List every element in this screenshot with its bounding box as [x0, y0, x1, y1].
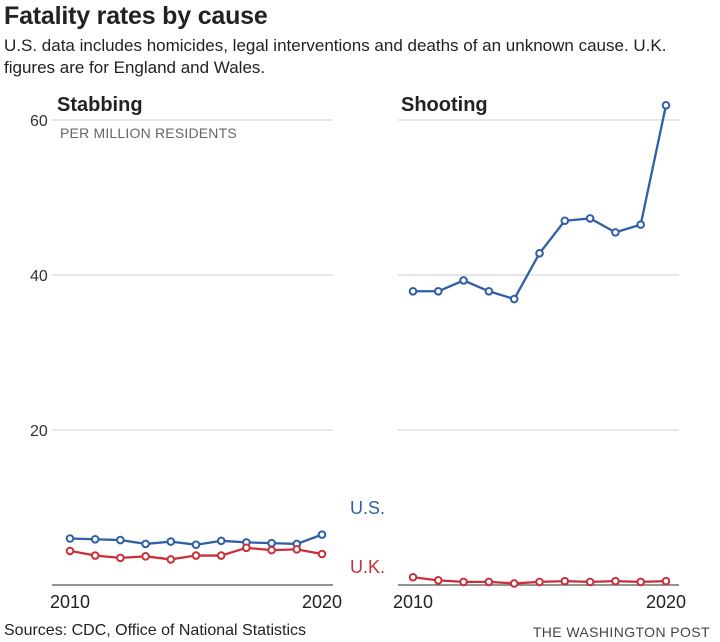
x-tick-label: 2020 — [646, 592, 686, 612]
data-point — [65, 546, 75, 556]
data-point — [535, 249, 544, 258]
data-point — [216, 551, 226, 560]
data-point — [661, 576, 671, 586]
y-tick-label: 60 — [30, 113, 48, 130]
data-point — [191, 551, 201, 560]
data-point — [166, 555, 176, 564]
data-point — [267, 538, 276, 548]
y-tick-label: 40 — [30, 268, 48, 285]
data-point — [116, 535, 125, 545]
data-point — [509, 294, 519, 304]
data-point — [611, 576, 620, 586]
data-point — [636, 577, 646, 587]
data-point — [484, 577, 494, 587]
publisher-credit: THE WASHINGTON POST — [532, 624, 710, 640]
data-point — [317, 549, 327, 559]
y-tick-label: 20 — [30, 423, 48, 440]
data-point — [585, 577, 595, 587]
x-tick-label: 2010 — [393, 592, 433, 612]
data-point — [317, 530, 327, 539]
data-point — [560, 576, 570, 586]
data-point — [611, 228, 620, 237]
data-point — [141, 539, 150, 549]
data-point — [661, 100, 671, 110]
panel-title: Shooting — [401, 94, 488, 116]
data-point — [636, 220, 646, 229]
sources-note: Sources: CDC, Office of National Statist… — [4, 622, 307, 639]
data-point — [90, 551, 100, 560]
data-point — [65, 534, 75, 543]
data-point — [459, 577, 468, 587]
data-point — [292, 545, 302, 554]
data-point — [434, 576, 443, 585]
data-point — [408, 572, 418, 582]
data-point — [459, 276, 468, 285]
x-tick-label: 2010 — [50, 592, 90, 612]
data-point — [585, 214, 595, 223]
data-point — [141, 552, 150, 561]
data-point — [484, 286, 494, 296]
data-point — [191, 540, 201, 550]
data-point — [90, 534, 100, 544]
data-point — [560, 216, 570, 226]
y-axis-unit-label: PER MILLION RESIDENTS — [60, 125, 237, 141]
data-point — [408, 286, 418, 296]
data-point — [267, 545, 276, 555]
chart-title: Fatality rates by cause — [4, 2, 268, 30]
series-line-us — [411, 104, 668, 301]
data-point — [116, 553, 125, 563]
data-point — [216, 536, 226, 546]
x-tick-label: 2020 — [302, 592, 342, 612]
data-point — [242, 543, 251, 553]
chart-subtitle: U.S. data includes homicides, legal inte… — [4, 36, 667, 77]
data-point — [166, 537, 176, 546]
panel-title: Stabbing — [57, 94, 143, 116]
series-label: U.S. — [350, 498, 385, 518]
series-label: U.K. — [350, 557, 385, 577]
data-point — [535, 577, 544, 587]
data-point — [434, 286, 443, 296]
data-point — [509, 579, 519, 588]
